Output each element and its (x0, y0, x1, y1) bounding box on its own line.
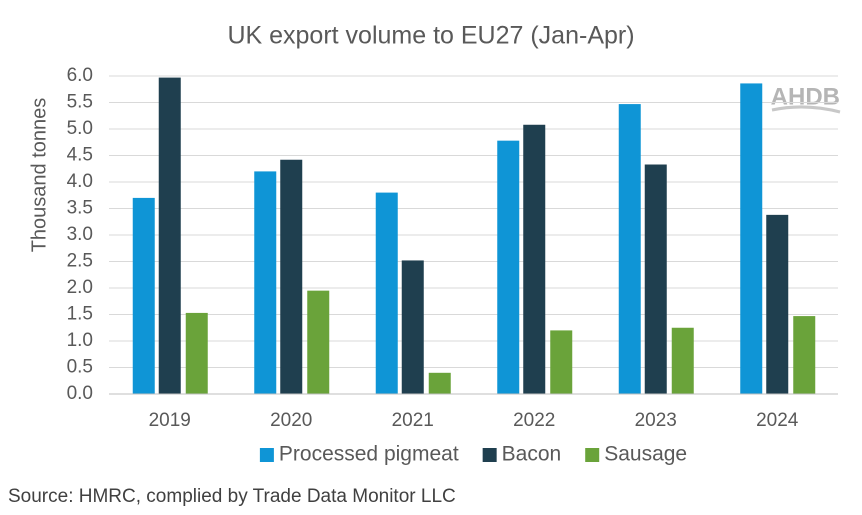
bar (254, 171, 277, 394)
bar (740, 83, 763, 395)
bar (185, 312, 208, 394)
bar (550, 330, 573, 394)
legend-swatch (259, 448, 274, 462)
bar (428, 372, 451, 394)
bar (280, 159, 303, 394)
y-tick-label: 5.0 (67, 118, 93, 139)
bar (497, 140, 520, 394)
y-tick-label: 5.5 (67, 92, 93, 113)
x-tick-label: 2019 (149, 410, 191, 431)
x-tick-label: 2024 (756, 410, 799, 431)
x-tick-label: 2023 (635, 410, 677, 431)
bar (401, 260, 424, 394)
legend-label: Processed pigmeat (279, 443, 459, 466)
bar (523, 124, 546, 394)
y-tick-label: 0.0 (67, 383, 93, 404)
legend-label: Bacon (502, 443, 562, 466)
bar (618, 104, 641, 394)
bar (766, 214, 789, 394)
y-tick-label: 4.0 (67, 171, 93, 192)
y-axis-label: Thousand tonnes (28, 98, 50, 253)
y-tick-label: 4.5 (67, 145, 93, 166)
bar (158, 77, 181, 394)
chart-title: UK export volume to EU27 (Jan-Apr) (227, 22, 634, 50)
y-tick-label: 3.5 (67, 198, 93, 219)
y-tick-label: 6.0 (67, 65, 93, 86)
x-tick-label: 2022 (513, 410, 555, 431)
legend-swatch (482, 448, 497, 462)
legend-swatch (585, 448, 600, 462)
bar (132, 197, 155, 394)
legend-label: Sausage (604, 443, 687, 466)
bar (671, 327, 694, 394)
bar (793, 316, 816, 394)
y-tick-label: 1.0 (67, 330, 93, 351)
y-tick-label: 0.5 (67, 357, 93, 378)
source-note: Source: HMRC, complied by Trade Data Mon… (8, 486, 456, 507)
x-tick-label: 2021 (392, 410, 434, 431)
bar (644, 164, 667, 394)
y-tick-label: 2.0 (67, 277, 93, 298)
bar (375, 192, 398, 394)
bar (307, 290, 330, 394)
x-tick-label: 2020 (270, 410, 312, 431)
logo-swoosh (771, 105, 841, 114)
y-tick-label: 2.5 (67, 251, 93, 272)
y-tick-label: 3.0 (67, 224, 93, 245)
y-tick-label: 1.5 (67, 304, 93, 325)
